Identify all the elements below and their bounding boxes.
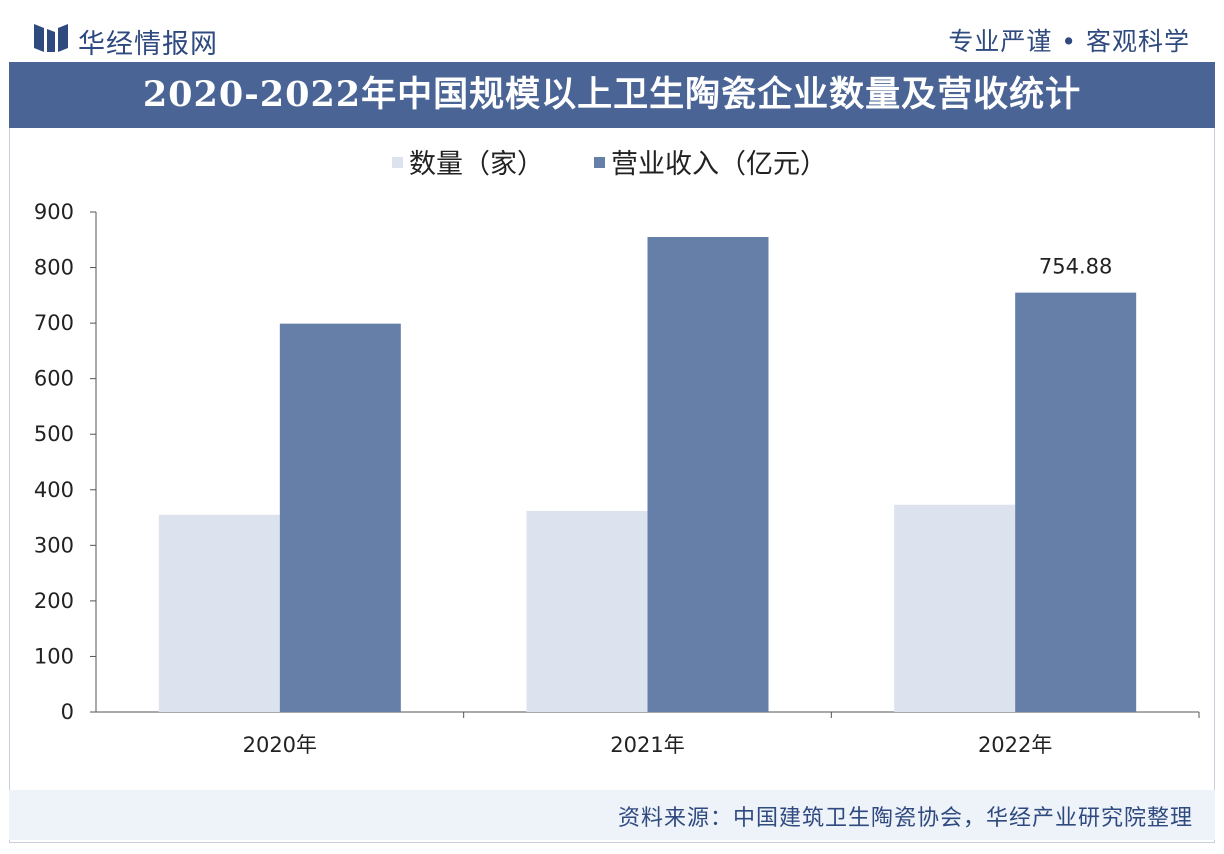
bar-revenue-3 [1015,292,1137,712]
legend-swatch-1 [392,157,403,168]
y-tick-label: 900 [34,200,74,224]
chart-area: 数量（家） 营业收入（亿元） 0 100 200 300 400 500 600 700 800 90… [0,128,1224,854]
bar-count-3 [894,504,1016,712]
y-tick-label: 400 [34,478,74,502]
header-bar: 华经情报网 专业严谨 • 客观科学 [0,0,1224,62]
y-tick-label: 0 [61,700,74,724]
bar-revenue-2 [647,237,769,712]
y-tick-label: 700 [34,311,74,335]
legend-swatch-2 [594,157,605,168]
y-tick-label: 600 [34,367,74,391]
y-tick-label: 200 [34,589,74,613]
x-tick-label: 2022年 [978,733,1052,757]
y-tick-label: 500 [34,422,74,446]
bar-count-1 [158,514,280,712]
y-tick-label: 100 [34,644,74,668]
x-tick-label: 2020年 [243,733,317,757]
legend-label-1: 数量（家） [409,149,544,180]
y-tick-label: 800 [34,256,74,280]
x-tick-label: 2021年 [610,733,684,757]
y-tick-label: 300 [34,533,74,557]
bar-revenue-1 [279,323,401,712]
brand-logo-icon [34,24,68,52]
footer-bar: 资料来源：中国建筑卫生陶瓷协会，华经产业研究院整理 [9,790,1215,840]
source-note: 资料来源：中国建筑卫生陶瓷协会，华经产业研究院整理 [617,806,1193,831]
chart-title: 2020-2022年中国规模以上卫生陶瓷企业数量及营收统计 [142,74,1082,115]
brand-name: 华经情报网 [78,29,218,60]
title-bar: 2020-2022年中国规模以上卫生陶瓷企业数量及营收统计 [9,62,1215,128]
bar-chart: 数量（家） 营业收入（亿元） 0 100 200 300 400 500 600 700 800 90… [34,149,1200,757]
slogan: 专业严谨 • 客观科学 [948,27,1190,56]
legend-label-2: 营业收入（亿元） [611,149,827,180]
data-label: 754.88 [1039,255,1112,279]
bar-count-2 [526,510,648,712]
